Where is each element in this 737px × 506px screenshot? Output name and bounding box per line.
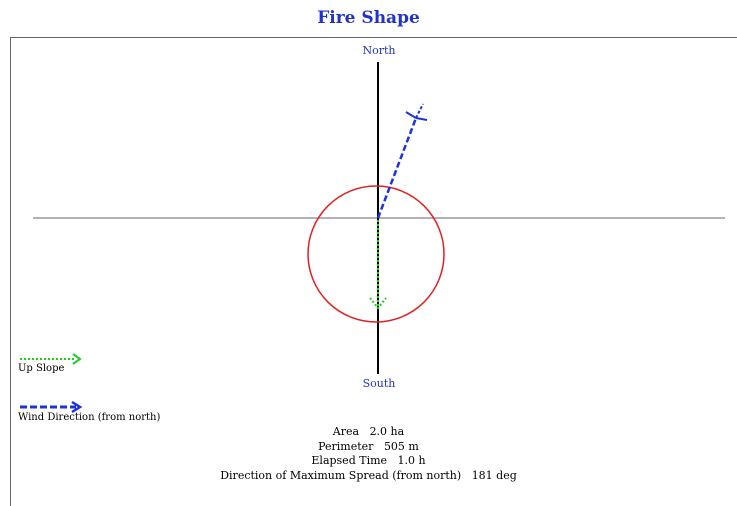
wind-legend-swatch [20,400,83,414]
area-stat: Area 2.0 ha [0,425,737,440]
area-label: Area [332,425,360,438]
wind-legend-label: Wind Direction (from north) [18,412,161,423]
max-spread-direction-stat: Direction of Maximum Spread (from north)… [0,469,737,484]
upslope-legend-swatch [20,353,82,365]
upslope-legend-label: Up Slope [18,363,65,374]
perimeter-stat: Perimeter 505 m [0,440,737,455]
fire-stats: Area 2.0 ha Perimeter 505 m Elapsed Time… [0,425,737,483]
area-value: 2.0 ha [369,425,405,438]
max-spread-direction-value: 181 deg [471,468,517,482]
max-spread-direction-label: Direction of Maximum Spread (from north) [220,468,462,482]
perimeter-label: Perimeter [318,439,374,453]
elapsed-time-stat: Elapsed Time 1.0 h [0,454,737,469]
elapsed-time-label: Elapsed Time [311,454,388,467]
north-label: North [362,44,396,57]
upslope-arrow [369,220,387,310]
perimeter-value: 505 m [383,439,419,453]
diagram-title: Fire Shape [317,8,420,28]
south-label: South [362,377,396,390]
elapsed-time-value: 1.0 h [397,454,426,467]
fire-perimeter [307,185,445,323]
wind-direction-arrow [376,103,428,219]
diagram-frame [10,37,737,506]
